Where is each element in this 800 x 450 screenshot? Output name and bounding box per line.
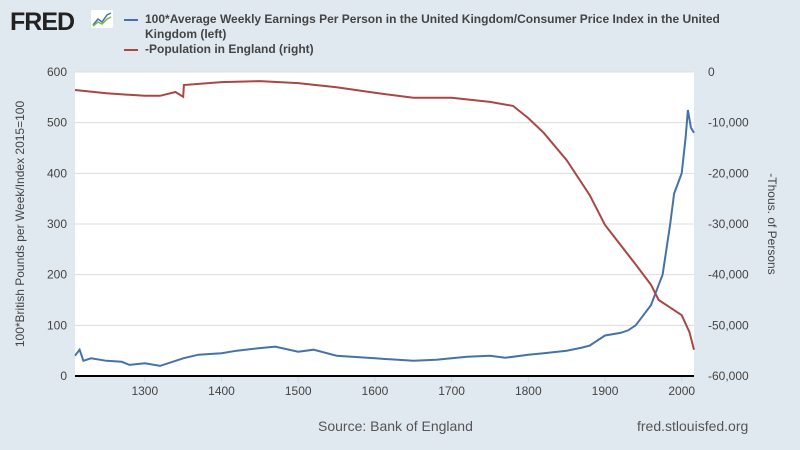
fred-graph-icon	[91, 10, 113, 28]
right-tick-label: -40,000	[708, 268, 749, 282]
x-tick-label: 2000	[668, 384, 695, 398]
right-tick-label: -10,000	[708, 116, 749, 130]
left-tick-label: 500	[47, 116, 67, 130]
fred-logo[interactable]: FRED	[10, 8, 75, 36]
right-tick-label: -20,000	[708, 166, 749, 180]
right-tick-label: -30,000	[708, 217, 749, 231]
x-tick-label: 1700	[438, 384, 465, 398]
legend-item-population[interactable]: -Population in England (right)	[145, 42, 314, 56]
legend-swatch-earnings	[124, 19, 138, 21]
right-tick-label: -50,000	[708, 318, 749, 332]
legend-swatch-population	[124, 49, 138, 51]
right-tick-label: 0	[708, 65, 715, 79]
earnings-line	[74, 109, 695, 367]
population-line	[74, 80, 695, 350]
left-axis-label: 100*British Pounds per Week/Index 2015=1…	[13, 101, 27, 348]
x-tick-label: 1500	[285, 384, 312, 398]
source-note: Source: Bank of England	[318, 418, 473, 434]
left-tick-label: 300	[47, 217, 67, 231]
site-link[interactable]: fred.stlouisfed.org	[637, 418, 749, 434]
right-axis-label: -Thous. of Persons	[765, 173, 779, 274]
x-tick-label: 1300	[131, 384, 158, 398]
x-tick-label: 1400	[208, 384, 235, 398]
x-tick-label: 1600	[362, 384, 389, 398]
left-tick-label: 400	[47, 166, 67, 180]
left-tick-label: 200	[47, 268, 67, 282]
left-tick-label: 600	[47, 65, 67, 79]
right-tick-label: -60,000	[708, 369, 749, 383]
left-tick-label: 100	[47, 318, 67, 332]
x-tick-label: 1800	[515, 384, 542, 398]
legend-item-earnings[interactable]: 100*Average Weekly Earnings Per Person i…	[145, 12, 720, 41]
left-tick-label: 0	[60, 369, 67, 383]
x-tick-label: 1900	[592, 384, 619, 398]
